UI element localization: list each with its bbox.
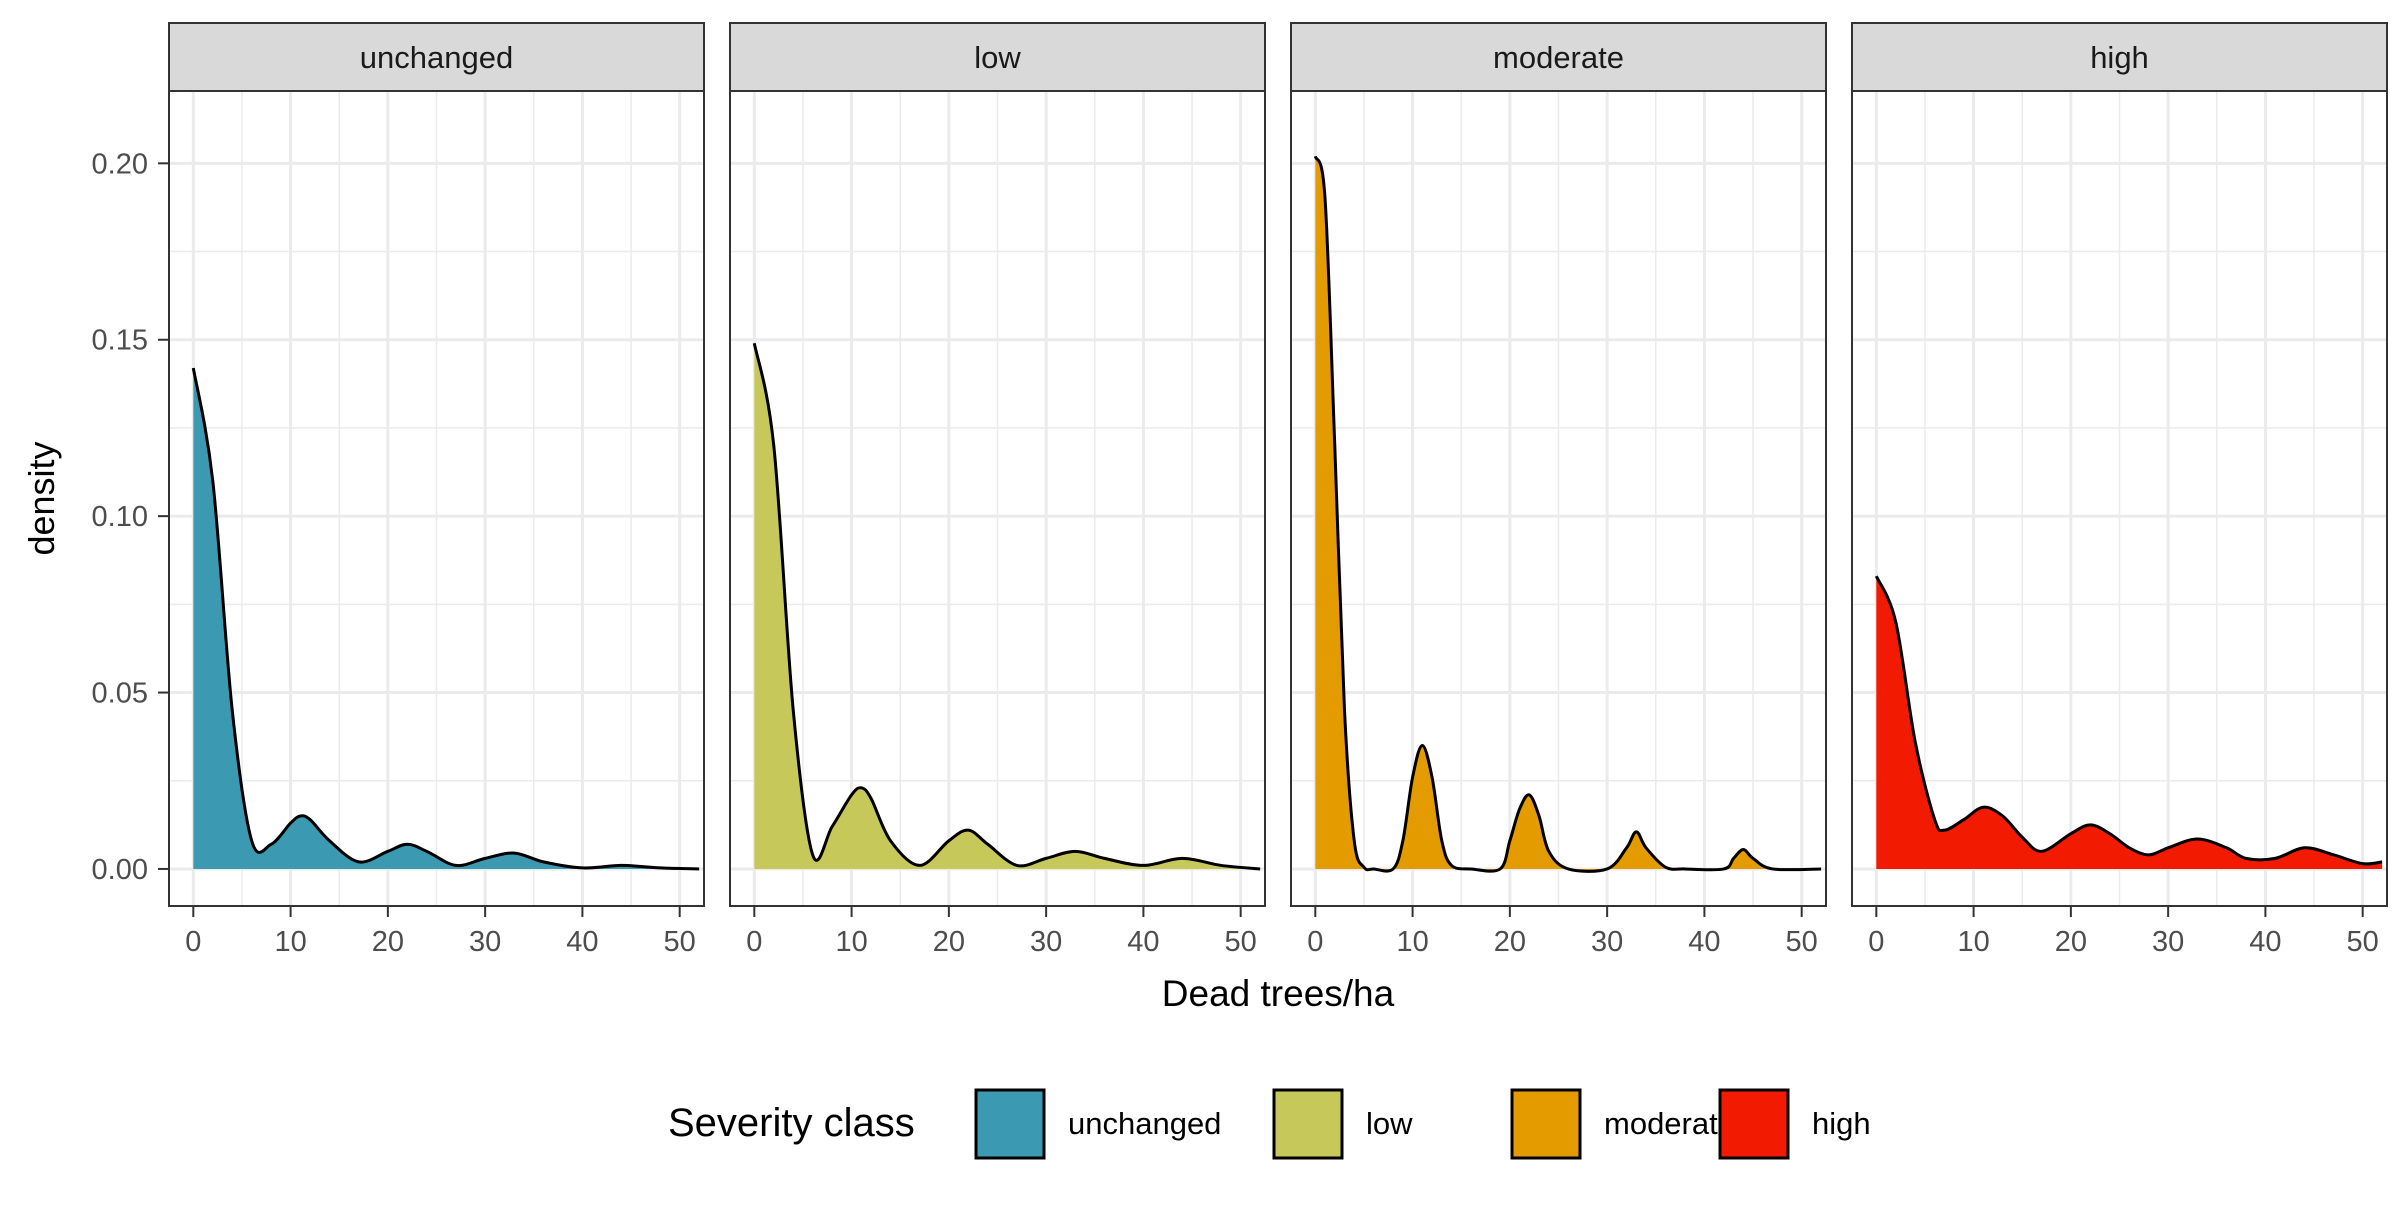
panel-border — [1290, 90, 1827, 907]
x-tick-label: 40 — [566, 926, 598, 958]
x-tick-label: 50 — [2347, 926, 2379, 958]
x-tick-label: 10 — [1396, 926, 1428, 958]
x-tick-label: 20 — [933, 926, 965, 958]
density-line — [191, 367, 700, 871]
y-tick-label: 0.15 — [92, 325, 148, 357]
legend-label: high — [1812, 1106, 1871, 1141]
x-tick-label: 0 — [1868, 926, 1884, 958]
x-tick-label: 0 — [1307, 926, 1323, 958]
x-tick-label: 10 — [274, 926, 306, 958]
x-axis-title: Dead trees/ha — [1162, 973, 1395, 1014]
density-line — [1874, 575, 2383, 866]
legend-swatch — [974, 1088, 1046, 1160]
y-axis-title: density — [21, 441, 62, 555]
facet-strip — [1851, 22, 2388, 92]
legend-label: unchanged — [1068, 1106, 1221, 1141]
density-area — [1876, 576, 2383, 869]
facet-strip-label: low — [974, 40, 1021, 75]
legend-swatch — [1272, 1088, 1344, 1160]
x-tick-label: 30 — [1030, 926, 1062, 958]
facet-strip — [1290, 22, 1827, 92]
x-tick-label: 40 — [1688, 926, 1720, 958]
facet-strip-label: moderate — [1493, 40, 1624, 75]
legend-label: low — [1366, 1106, 1413, 1141]
legend-swatch — [1718, 1088, 1790, 1160]
y-tick-label: 0.20 — [92, 148, 148, 180]
y-tick-label: 0.10 — [92, 501, 148, 533]
panel-border — [1851, 90, 2388, 907]
density-area — [193, 367, 700, 869]
x-tick-label: 10 — [1957, 926, 1989, 958]
legend-label: moderate — [1604, 1106, 1735, 1141]
x-tick-label: 20 — [372, 926, 404, 958]
density-line — [1313, 155, 1822, 873]
x-tick-label: 50 — [664, 926, 696, 958]
x-tick-label: 30 — [2152, 926, 2184, 958]
density-line — [752, 342, 1261, 871]
facet-strip — [168, 22, 705, 92]
facet-strip-label: high — [2090, 40, 2149, 75]
x-tick-label: 50 — [1225, 926, 1257, 958]
x-tick-label: 30 — [469, 926, 501, 958]
facet-strip-label: unchanged — [360, 40, 513, 75]
legend-swatch — [1510, 1088, 1582, 1160]
x-tick-label: 50 — [1786, 926, 1818, 958]
x-tick-label: 10 — [835, 926, 867, 958]
panel-border — [168, 90, 705, 907]
y-tick-label: 0.00 — [92, 854, 148, 886]
x-tick-label: 30 — [1591, 926, 1623, 958]
x-tick-label: 20 — [1494, 926, 1526, 958]
facet-strip — [729, 22, 1266, 92]
x-tick-label: 40 — [2249, 926, 2281, 958]
x-tick-label: 0 — [185, 926, 201, 958]
x-tick-label: 40 — [1127, 926, 1159, 958]
panel-border — [729, 90, 1266, 907]
x-tick-label: 0 — [746, 926, 762, 958]
x-tick-label: 20 — [2055, 926, 2087, 958]
y-tick-label: 0.05 — [92, 678, 148, 710]
legend-title: Severity class — [668, 1101, 915, 1145]
